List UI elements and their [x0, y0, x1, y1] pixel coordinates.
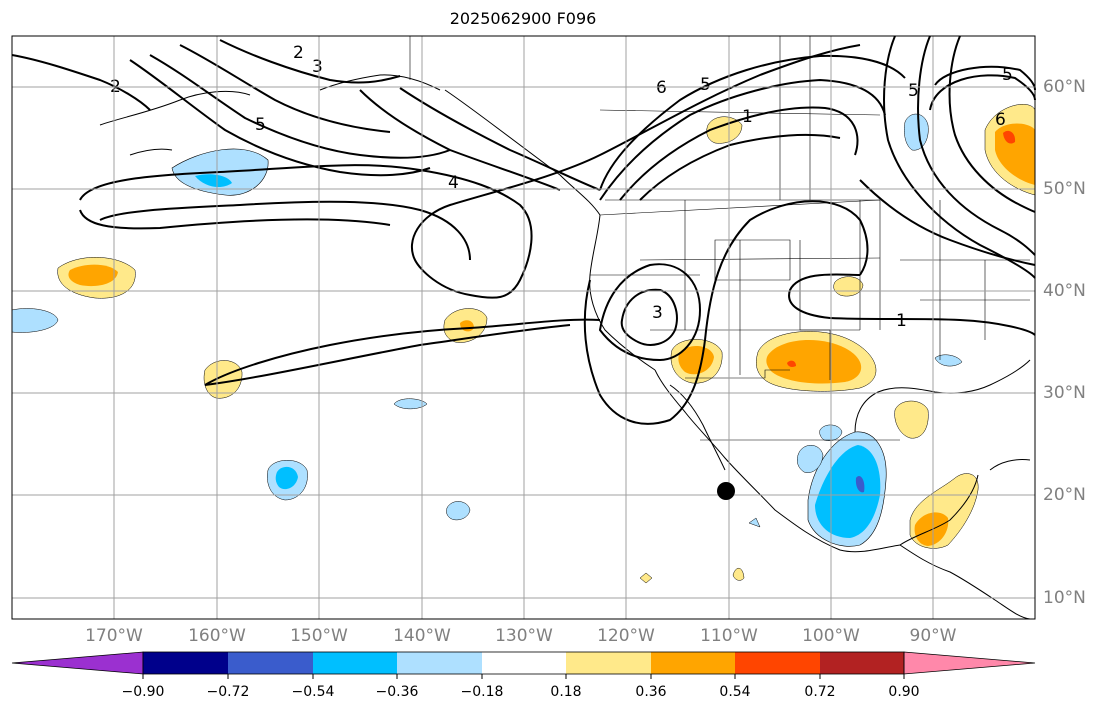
longitude-label: 150°W [290, 626, 348, 646]
longitude-label: 110°W [700, 626, 758, 646]
location-marker [717, 482, 735, 500]
orange-core [68, 264, 118, 287]
colorbar-segment [566, 652, 651, 674]
colorbar-tick-label: 0.36 [635, 684, 667, 700]
longitude-label: 90°W [909, 626, 957, 646]
contour-lines [11, 35, 1036, 425]
yellow-patch [894, 400, 929, 439]
orange-core [678, 345, 714, 375]
blue-patch [934, 354, 963, 367]
map-title: 2025062900 F096 [449, 9, 597, 28]
contour-label: 6 [995, 110, 1006, 130]
colorbar-segment [397, 652, 482, 674]
longitude-label: 120°W [597, 626, 655, 646]
orange-core [766, 339, 862, 384]
blue-patch [748, 517, 761, 528]
contour-label: 1 [896, 311, 907, 331]
colorbar-segment [820, 652, 904, 674]
colorbar-low-extend [11, 651, 144, 675]
blue-core [275, 466, 298, 490]
shaded-anomalies [11, 104, 1036, 584]
latitude-label: 40°N [1043, 281, 1086, 301]
yellow-patch [732, 568, 745, 581]
colorbar-segment [651, 652, 735, 674]
latitude-label: 60°N [1043, 77, 1086, 97]
colorbar-segment [482, 652, 566, 674]
contour-label: 5 [908, 81, 919, 101]
colorbar-segment [313, 652, 397, 674]
latitude-label: 10°N [1043, 588, 1086, 608]
colorbar-tick-label: 0.90 [888, 684, 920, 700]
map-frame [11, 35, 1036, 620]
contour-label: 5 [700, 75, 711, 95]
yellow-patch [639, 572, 653, 584]
coastlines [99, 74, 1031, 620]
latitude-label: 30°N [1043, 383, 1086, 403]
latitude-label: 50°N [1043, 179, 1086, 199]
political-borders [409, 36, 1030, 441]
blue-patch [11, 308, 59, 333]
contour-label: 5 [255, 115, 266, 135]
contour-label-group: 2 3 4 5 6 1 1 3 5 6 5 2 5 [110, 43, 1013, 331]
longitude-label: 100°W [802, 626, 860, 646]
blue-patch [446, 501, 471, 521]
longitude-label: 160°W [188, 626, 246, 646]
blue-core [195, 174, 232, 188]
colorbar-segment [735, 652, 820, 674]
contour-label: 1 [742, 107, 753, 127]
colorbar-tick-label: −0.90 [121, 684, 165, 700]
yellow-patch [706, 116, 743, 144]
colorbar-tick-label: 0.18 [550, 684, 582, 700]
contour-label: 2 [293, 43, 304, 63]
contour-label: 3 [652, 303, 663, 323]
colorbar-tick-label: −0.54 [291, 684, 335, 700]
colorbar-high-extend [903, 651, 1036, 675]
gridlines [12, 36, 1035, 619]
contour-label: 4 [448, 173, 459, 193]
colorbar-tick-label: 0.54 [719, 684, 751, 700]
blue-patch [393, 398, 428, 410]
latitude-label: 20°N [1043, 485, 1086, 505]
colorbar-tick-label: −0.36 [375, 684, 419, 700]
longitude-label: 130°W [495, 626, 553, 646]
contour-label: 3 [312, 57, 323, 77]
contour-label: 6 [656, 78, 667, 98]
colorbar-segment [228, 652, 313, 674]
longitude-label: 140°W [393, 626, 451, 646]
contour-label: 5 [1002, 65, 1013, 85]
colorbar-tick-label: −0.72 [206, 684, 250, 700]
darkblue-core [855, 475, 865, 493]
longitude-label: 170°W [85, 626, 143, 646]
colorbar-segment [143, 652, 228, 674]
colorbar-tick-label: −0.18 [460, 684, 504, 700]
blue-patch [797, 445, 824, 473]
red-core [787, 360, 796, 367]
red-core [1003, 130, 1016, 144]
colorbar [11, 651, 1036, 679]
colorbar-tick-label: 0.72 [804, 684, 836, 700]
